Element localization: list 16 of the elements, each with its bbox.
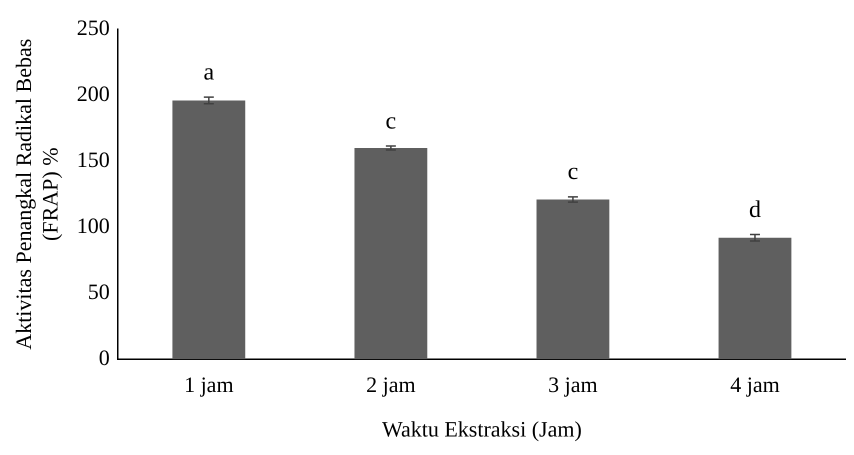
annotation: d xyxy=(748,196,761,223)
annotation: a xyxy=(203,59,214,86)
x-tick-label: 2 jam xyxy=(366,372,416,398)
y-tick-label: 200 xyxy=(76,80,110,106)
x-tick-label: 1 jam xyxy=(184,372,234,398)
y-tick-label: 100 xyxy=(76,212,110,238)
x-axis-title: Waktu Ekstraksi (Jam) xyxy=(382,416,582,442)
y-tick-label: 50 xyxy=(88,278,110,304)
y-tick-label: 250 xyxy=(76,14,110,40)
annotation: c xyxy=(568,159,578,186)
x-tick-label: 3 jam xyxy=(548,372,598,398)
y-axis-title: Aktivitas Penangkal Radikal Bebas (FRAP) % xyxy=(10,38,62,350)
y-tick-label: 150 xyxy=(76,146,110,172)
y-tick-label: 0 xyxy=(98,344,110,370)
x-tick-label: 4 jam xyxy=(730,372,780,398)
annotation: c xyxy=(386,108,396,134)
